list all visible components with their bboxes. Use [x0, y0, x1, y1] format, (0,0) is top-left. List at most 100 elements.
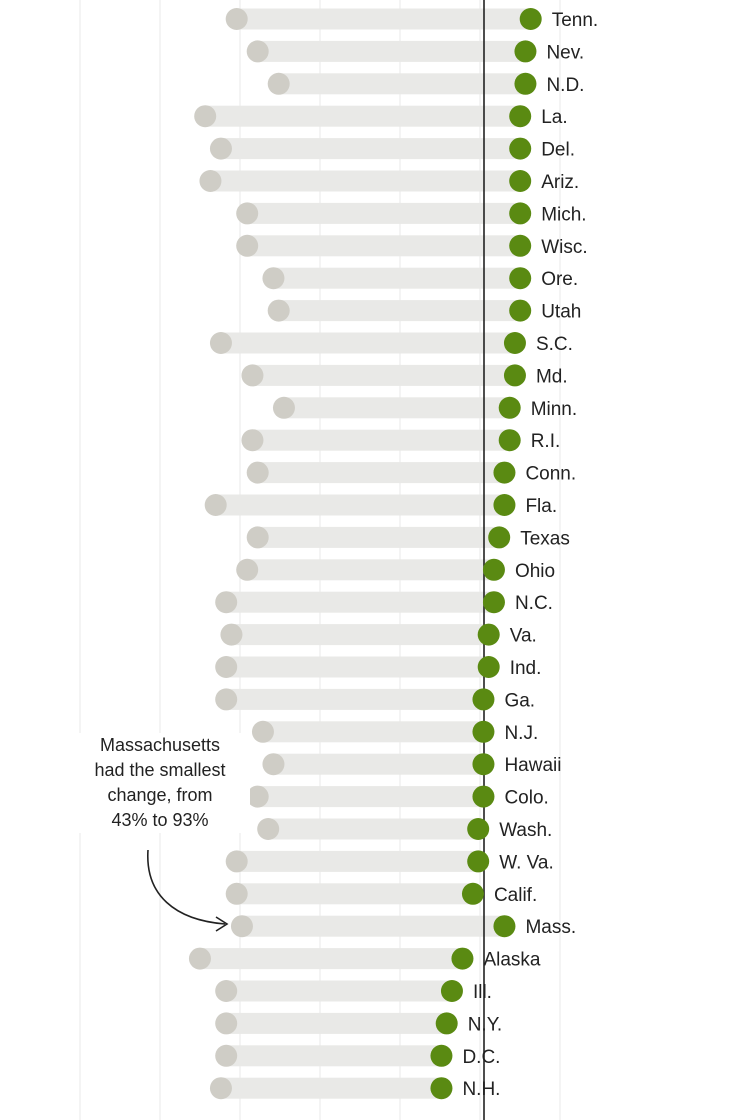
start-dot: [267, 72, 290, 95]
start-dot: [220, 623, 243, 646]
end-dot: [440, 980, 463, 1002]
state-label: D.C.: [462, 1047, 500, 1068]
range-bar: [262, 721, 484, 743]
range-bar: [226, 688, 484, 710]
range-bar: [268, 818, 479, 840]
start-dot: [215, 688, 238, 711]
range-bar: [236, 850, 479, 872]
start-dot: [230, 915, 253, 938]
start-dot: [215, 656, 238, 678]
range-bar: [241, 915, 505, 937]
end-dot: [509, 170, 532, 192]
annotation-line-1: Massachusetts: [99, 735, 221, 755]
start-dot: [215, 980, 238, 1002]
range-bar: [226, 656, 489, 678]
state-label: Ohio: [515, 561, 555, 582]
state-label: Ind.: [510, 658, 542, 679]
end-dot: [477, 656, 500, 678]
end-dot: [498, 429, 521, 452]
end-dot: [509, 202, 532, 225]
state-label: Texas: [520, 528, 570, 549]
range-bar: [257, 526, 500, 548]
start-dot: [225, 850, 248, 873]
start-dot: [246, 785, 269, 808]
state-label: Ga.: [504, 690, 535, 711]
state-label: W. Va.: [499, 852, 554, 873]
end-dot: [461, 882, 484, 905]
state-label: N.J.: [504, 723, 538, 744]
range-bar: [226, 1045, 442, 1067]
end-dot: [477, 623, 500, 646]
start-dot: [188, 947, 211, 970]
start-dot: [194, 105, 217, 128]
state-label: La.: [541, 107, 567, 128]
end-dot: [493, 915, 516, 938]
state-label: Utah: [541, 302, 581, 323]
state-label: Ill.: [473, 982, 492, 1003]
state-label: Fla.: [525, 496, 557, 517]
state-label: S.C.: [536, 334, 573, 355]
annotation-line-3: change, from: [107, 785, 213, 805]
state-label: Wisc.: [541, 237, 587, 258]
end-dot: [498, 396, 521, 419]
range-bar: [273, 753, 484, 775]
start-dot: [236, 558, 259, 581]
start-dot: [209, 332, 232, 354]
start-dot: [215, 1012, 238, 1035]
start-dot: [262, 753, 285, 776]
end-dot: [509, 267, 532, 290]
state-label: Tenn.: [552, 10, 598, 31]
end-dot: [430, 1077, 453, 1100]
state-label: Wash.: [499, 820, 552, 841]
start-dot: [204, 494, 227, 516]
start-dot: [209, 137, 232, 160]
end-dot: [467, 850, 490, 873]
range-bar: [231, 624, 489, 646]
end-dot: [435, 1012, 458, 1035]
range-bar: [236, 883, 473, 905]
range-bar: [220, 1077, 442, 1099]
end-dot: [514, 40, 537, 63]
state-labels: Tenn. Nev. N.D. La. Del. Ariz. Mich. Wisc. Ore. U…: [462, 10, 598, 1100]
range-bar: [247, 559, 494, 581]
start-dot: [225, 8, 248, 30]
end-dot: [488, 526, 511, 549]
annotation-line-2: had the smallest: [94, 760, 226, 780]
state-label: Hawaii: [504, 755, 561, 776]
end-dot: [451, 947, 474, 970]
range-bar: [236, 8, 531, 30]
state-label: N.H.: [462, 1079, 500, 1100]
state-label: Va.: [510, 626, 537, 647]
range-bar: [257, 462, 505, 484]
start-dot: [246, 40, 269, 63]
start-dot: [257, 818, 280, 840]
range-bar: [226, 1012, 447, 1034]
start-dot: [267, 299, 290, 322]
start-dot: [215, 1044, 238, 1067]
state-label: Md.: [536, 366, 568, 387]
range-bar: [210, 170, 521, 192]
state-label: Colo.: [504, 788, 548, 809]
range-bar: [252, 364, 515, 386]
start-dot: [246, 461, 269, 484]
end-dot: [519, 8, 542, 30]
range-bar: [247, 235, 521, 257]
start-dot: [262, 267, 285, 290]
end-dot: [482, 558, 505, 581]
range-bar: [278, 73, 526, 95]
annotation-line-4: 43% to 93%: [111, 810, 209, 830]
range-bar: [257, 786, 484, 808]
state-label: Mich.: [541, 204, 586, 225]
end-dot: [472, 753, 495, 776]
state-label: Minn.: [531, 399, 577, 420]
range-bar: [220, 332, 515, 354]
end-dot: [503, 364, 526, 387]
state-label: Conn.: [525, 464, 576, 485]
end-dot: [472, 688, 495, 711]
start-dot: [241, 364, 264, 387]
range-bar: [257, 40, 526, 62]
state-label: Nev.: [546, 42, 584, 63]
range-bar: [278, 300, 521, 322]
start-dot: [251, 720, 274, 743]
end-dot: [503, 332, 526, 354]
